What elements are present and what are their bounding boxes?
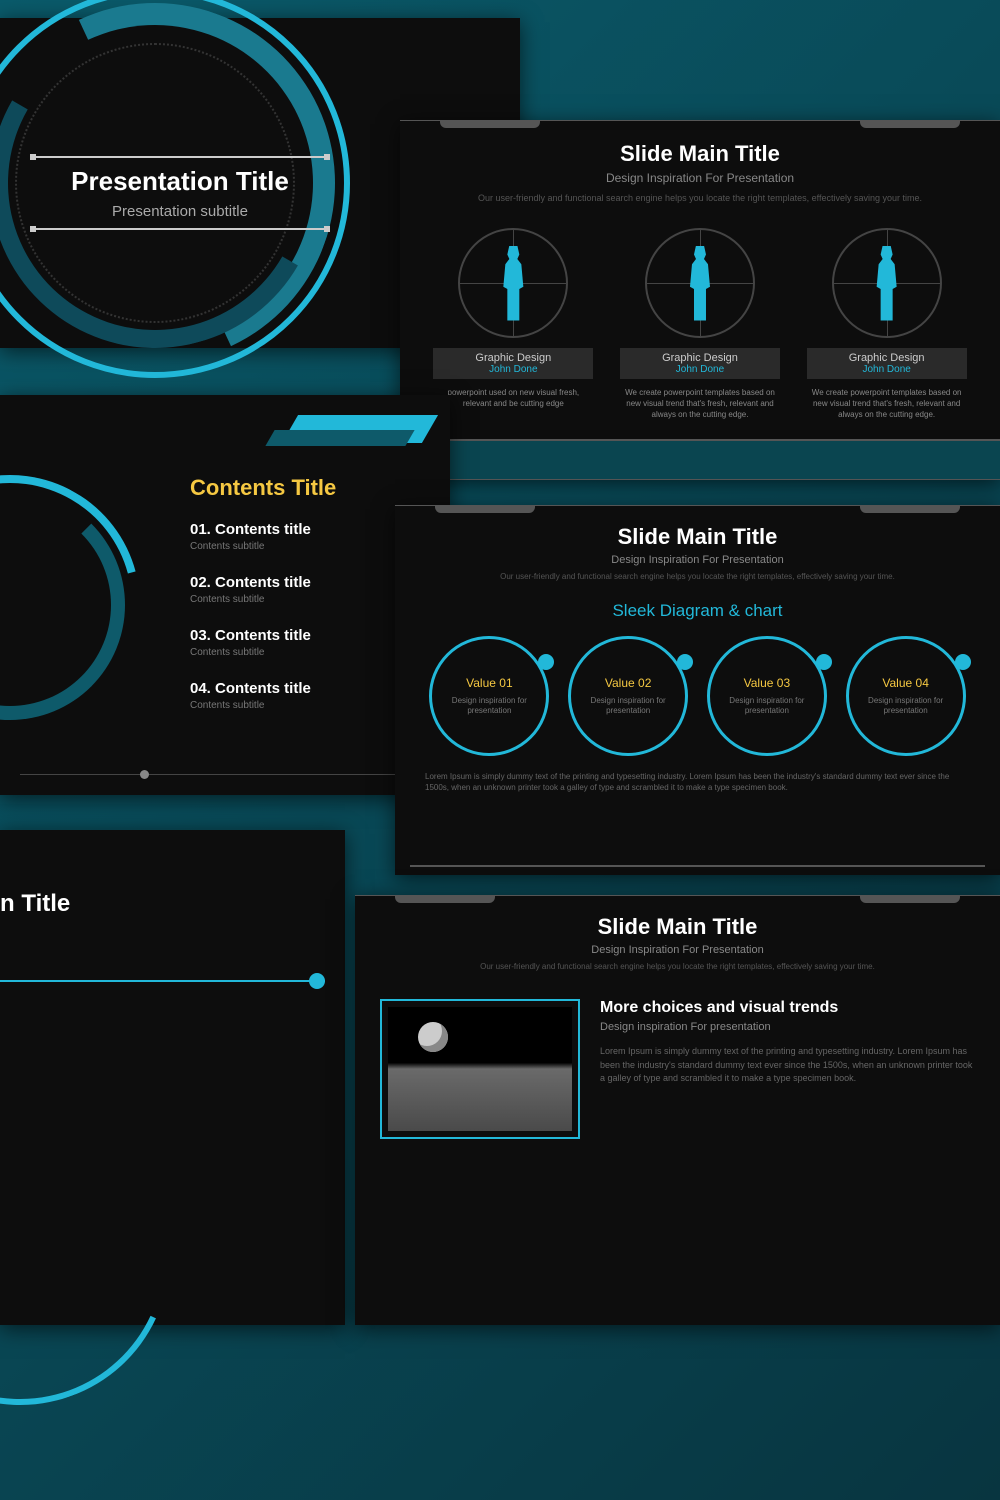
block-subtitle: Design inspiration For presentation [600,1021,975,1033]
slide-title: Slide Main Title [395,524,1000,550]
moon-image [388,1007,572,1131]
value-circle: Value 01 Design inspiration for presenta… [429,636,549,756]
item-subtitle: Contents subtitle [190,541,336,552]
frame-tab [860,505,960,513]
bottom-line [20,774,430,775]
item-subtitle: Contents subtitle [190,700,336,711]
people-row: Graphic Design John Done powerpoint used… [400,213,1000,421]
person-silhouette-icon [680,246,720,321]
divider-bottom [30,228,330,230]
label-box: Graphic Design John Done [807,348,967,379]
slide-footer-bar [400,439,1000,479]
person-col: Graphic Design John Done We create power… [807,228,967,421]
name-label: John Done [811,364,963,375]
slide-diagram: Slide Main Title Design Inspiration For … [395,505,1000,875]
person-silhouette-icon [493,246,533,321]
person-silhouette-icon [867,246,907,321]
target-circle [458,228,568,338]
circle-desc: Design inspiration for presentation [710,696,824,717]
circle-desc: Design inspiration for presentation [849,696,963,717]
slide-title: Slide Main Title [355,914,1000,940]
accent-line [0,980,325,982]
contents-heading: Contents Title [190,475,336,501]
partial-title: e Main Title [0,890,70,918]
value-circle: Value 04 Design inspiration for presenta… [846,636,966,756]
arc-ring [0,1063,212,1448]
role-label: Graphic Design [624,352,776,364]
slide-contents: Contents Title 01. Contents title Conten… [0,395,450,795]
slide-image: Slide Main Title Design Inspiration For … [355,895,1000,1325]
image-row: More choices and visual trends Design in… [355,979,1000,1139]
circles-row: Value 01 Design inspiration for presenta… [395,621,1000,756]
slide-header: Slide Main Title Design Inspiration For … [355,896,1000,979]
slide-people: Slide Main Title Design Inspiration For … [400,120,1000,480]
name-label: John Done [624,364,776,375]
divider-top [30,156,330,158]
circle-value: Value 04 [882,676,929,690]
contents-item: 01. Contents title Contents subtitle [190,521,336,552]
frame-tab [860,120,960,128]
slide-header: Slide Main Title Design Inspiration For … [400,121,1000,213]
text-block: More choices and visual trends Design in… [600,999,975,1139]
slide-desc: Our user-friendly and functional search … [395,572,1000,581]
target-circle [832,228,942,338]
contents-item: 02. Contents title Contents subtitle [190,574,336,605]
line-dot [140,770,149,779]
slide-desc: Our user-friendly and functional search … [400,193,1000,203]
frame-tab [395,895,495,903]
frame-tab [440,120,540,128]
circle-value: Value 03 [744,676,791,690]
person-col: Graphic Design John Done We create power… [620,228,780,421]
label-box: Graphic Design John Done [433,348,593,379]
image-frame [380,999,580,1139]
circle-desc: Design inspiration for presentation [571,696,685,717]
circle-desc: Design inspiration for presentation [432,696,546,717]
contents-body: Contents Title 01. Contents title Conten… [190,475,336,733]
item-title: 04. Contents title [190,680,336,697]
slide-partial: e Main Title [0,830,345,1325]
contents-item: 03. Contents title Contents subtitle [190,627,336,658]
circle-value: Value 01 [466,676,513,690]
item-title: 01. Contents title [190,521,336,538]
circle-value: Value 02 [605,676,652,690]
slide-subtitle: Design Inspiration For Presentation [400,171,1000,185]
block-title: More choices and visual trends [600,999,975,1017]
presentation-subtitle: Presentation subtitle [30,203,330,220]
person-desc: We create powerpoint templates based on … [807,387,967,421]
block-desc: Lorem Ipsum is simply dummy text of the … [600,1045,975,1086]
frame-tab [860,895,960,903]
slide-subtitle: Design Inspiration For Presentation [355,944,1000,956]
name-label: John Done [437,364,589,375]
value-circle: Value 02 Design inspiration for presenta… [568,636,688,756]
slide-title: Slide Main Title [400,141,1000,167]
title-block: Presentation Title Presentation subtitle [30,148,330,238]
bottom-bar [410,865,985,867]
frame-tab [435,505,535,513]
label-box: Graphic Design John Done [620,348,780,379]
person-desc: powerpoint used on new visual fresh, rel… [433,387,593,409]
person-col: Graphic Design John Done powerpoint used… [433,228,593,421]
diagonal-stripe-2 [265,430,414,446]
contents-item: 04. Contents title Contents subtitle [190,680,336,711]
item-title: 02. Contents title [190,574,336,591]
item-subtitle: Contents subtitle [190,647,336,658]
person-desc: We create powerpoint templates based on … [620,387,780,421]
role-label: Graphic Design [811,352,963,364]
value-circle: Value 03 Design inspiration for presenta… [707,636,827,756]
slide-desc: Our user-friendly and functional search … [355,962,1000,971]
presentation-title: Presentation Title [30,166,330,197]
lorem-text: Lorem Ipsum is simply dummy text of the … [395,756,1000,808]
slide-subtitle: Design Inspiration For Presentation [395,554,1000,566]
slide-header: Slide Main Title Design Inspiration For … [395,506,1000,589]
target-circle [645,228,755,338]
section-title: Sleek Diagram & chart [395,601,1000,621]
item-subtitle: Contents subtitle [190,594,336,605]
role-label: Graphic Design [437,352,589,364]
item-title: 03. Contents title [190,627,336,644]
